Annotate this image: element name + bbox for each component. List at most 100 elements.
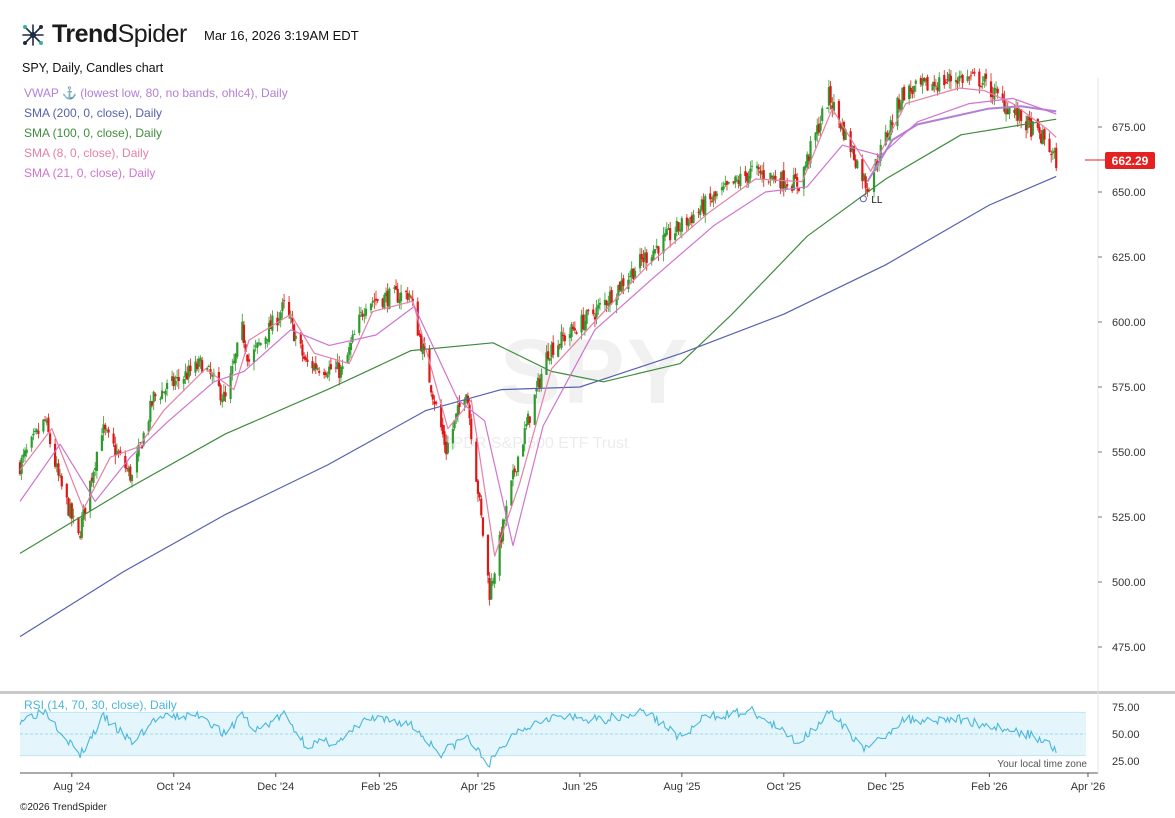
candle <box>528 416 531 423</box>
candle <box>430 385 433 393</box>
candle <box>933 81 936 86</box>
candle <box>159 398 162 400</box>
candle <box>709 193 712 200</box>
candle <box>702 199 705 214</box>
y-tick-label: 525.00 <box>1112 512 1146 524</box>
candle <box>162 391 165 393</box>
candle <box>923 77 926 81</box>
x-tick-label: Aug '25 <box>663 781 700 793</box>
candle <box>607 303 610 306</box>
candle <box>620 280 623 292</box>
candle <box>642 257 645 263</box>
copyright: ©2026 TrendSpider <box>20 802 107 813</box>
candle <box>872 172 876 192</box>
candle <box>759 170 762 174</box>
candle <box>677 222 680 231</box>
candle <box>152 391 155 403</box>
candle <box>174 381 177 385</box>
candle <box>1015 108 1018 116</box>
candle <box>946 79 949 81</box>
candle <box>732 181 735 184</box>
y-tick-label: 475.00 <box>1112 642 1146 654</box>
candle <box>105 429 109 431</box>
candle <box>324 372 327 376</box>
x-tick-label: Apr '26 <box>1071 781 1106 793</box>
candle <box>358 314 361 333</box>
candle <box>814 132 817 141</box>
candle <box>60 475 63 487</box>
candle <box>587 309 590 312</box>
ll-marker-icon <box>859 195 867 203</box>
candle <box>575 332 578 335</box>
indicator-legend-sma8[interactable]: SMA (8, 0, close), Daily <box>24 146 149 160</box>
candle <box>909 87 912 92</box>
candle <box>516 456 520 472</box>
candle <box>852 146 856 160</box>
candle <box>715 193 719 196</box>
x-tick-label: Feb '26 <box>971 781 1007 793</box>
candle <box>334 367 337 369</box>
candle <box>739 173 742 187</box>
candle <box>363 314 366 317</box>
candle <box>35 429 38 433</box>
candle <box>610 290 613 304</box>
candle <box>535 388 538 392</box>
candle <box>757 167 760 170</box>
candle <box>804 165 807 169</box>
candle <box>984 73 988 79</box>
candle <box>311 361 314 369</box>
candle <box>435 402 438 404</box>
candle <box>851 147 854 152</box>
candle <box>640 253 643 260</box>
candle <box>515 471 518 473</box>
candle <box>914 80 917 84</box>
candle <box>486 534 490 576</box>
indicator-legend-sma100[interactable]: SMA (100, 0, close), Daily <box>24 126 163 140</box>
trendspider-logo-icon <box>22 23 44 46</box>
last-price-tag <box>1105 152 1155 170</box>
candle <box>854 159 857 168</box>
candle <box>443 431 446 445</box>
candle <box>983 76 986 82</box>
candle <box>224 392 227 397</box>
candle <box>844 129 847 140</box>
vwap-line <box>866 105 1057 183</box>
candle <box>346 354 349 364</box>
indicator-legend-sma200[interactable]: SMA (200, 0, close), Daily <box>24 106 163 120</box>
candle <box>441 424 444 435</box>
candle <box>1008 107 1011 115</box>
candle <box>675 220 678 233</box>
candle <box>924 78 927 82</box>
candle <box>891 122 894 126</box>
candle <box>388 288 391 309</box>
candle <box>137 444 140 457</box>
candle <box>598 303 602 305</box>
candle <box>689 217 692 219</box>
candle <box>475 441 478 482</box>
candle <box>1006 109 1009 115</box>
candle <box>241 321 244 341</box>
candle <box>201 360 204 373</box>
candle <box>301 344 304 356</box>
indicator-legend-sma21[interactable]: SMA (21, 0, close), Daily <box>24 166 156 180</box>
candle <box>969 75 973 77</box>
candle <box>585 310 588 324</box>
candle <box>196 363 199 370</box>
candle <box>901 87 904 104</box>
candle <box>562 334 565 337</box>
brand-logo[interactable]: TrendSpider <box>20 20 187 49</box>
candle <box>115 450 119 454</box>
candle <box>187 365 190 378</box>
candle <box>104 424 107 430</box>
candle <box>221 399 224 403</box>
candle <box>170 376 174 382</box>
indicator-legend-vwap[interactable]: VWAP ⚓ (lowest low, 80, no bands, ohlc4)… <box>24 86 288 100</box>
candle <box>65 483 68 498</box>
candle <box>294 335 297 340</box>
candle <box>1030 118 1033 137</box>
x-tick-label: Jun '25 <box>562 781 597 793</box>
candle <box>130 475 134 482</box>
candle <box>107 429 110 433</box>
candle <box>22 454 25 458</box>
